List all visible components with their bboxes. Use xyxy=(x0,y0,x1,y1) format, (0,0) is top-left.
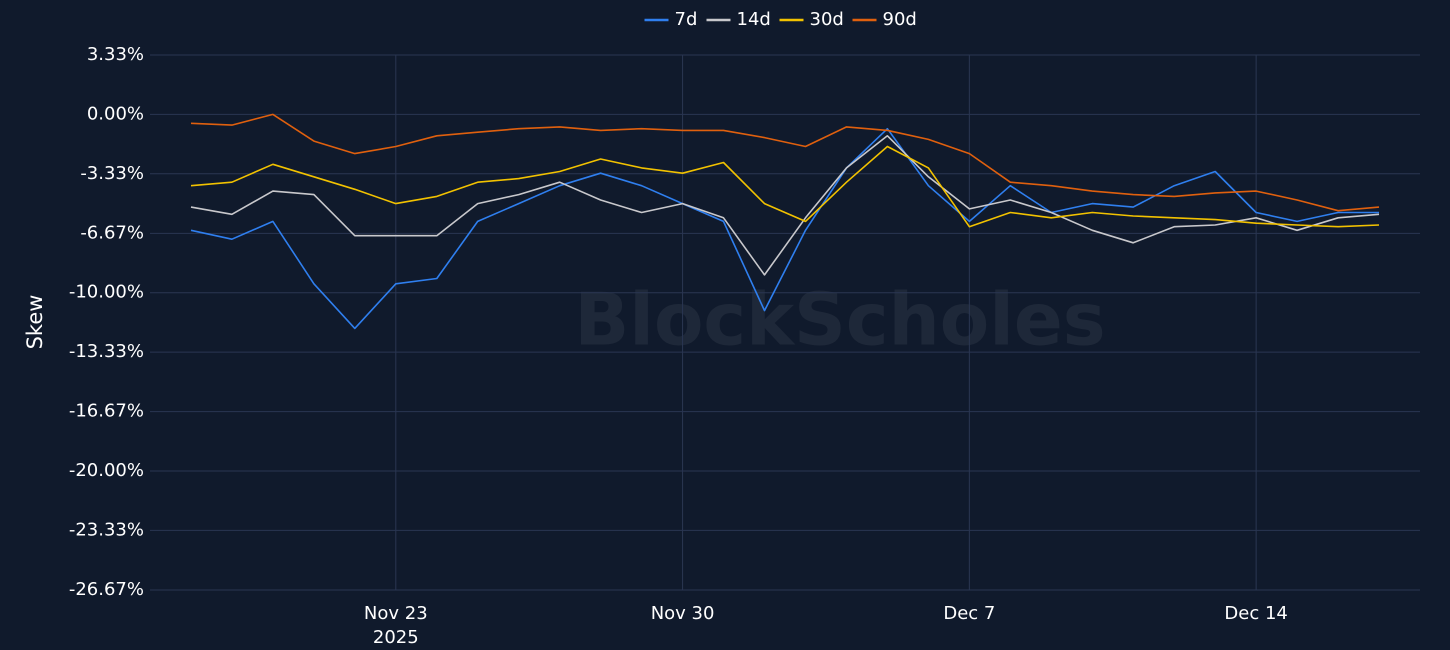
legend-label: 14d xyxy=(737,9,771,30)
y-tick-label: -6.67% xyxy=(80,222,144,243)
legend-label: 30d xyxy=(810,9,844,30)
legend-label: 90d xyxy=(883,9,917,30)
y-tick-label: -16.67% xyxy=(69,401,144,422)
y-tick-label: -10.00% xyxy=(69,282,144,303)
y-tick-label: -20.00% xyxy=(69,460,144,481)
lines xyxy=(190,113,1380,330)
grid: 3.33% 0.00% -3.33% -6.67% -10.00% -13.33% -16.… xyxy=(69,44,1420,648)
legend-label: 7d xyxy=(675,9,698,30)
x-tick-label: Nov 23 xyxy=(364,603,428,624)
x-tick-label: Dec 14 xyxy=(1224,603,1287,624)
x-year-label: 2025 xyxy=(373,627,419,648)
y-tick-label: 0.00% xyxy=(87,103,144,124)
y-tick-label: -23.33% xyxy=(69,519,144,540)
series-line xyxy=(190,145,1380,228)
series-line xyxy=(190,113,1380,212)
legend: 7d 14d 30d 90d xyxy=(644,9,917,30)
watermark: BlockScholes xyxy=(574,278,1105,362)
y-tick-label: -26.67% xyxy=(69,579,144,600)
y-tick-label: -13.33% xyxy=(69,341,144,362)
series-line xyxy=(190,135,1380,276)
y-tick-label: -3.33% xyxy=(80,163,144,184)
x-tick-label: Dec 7 xyxy=(943,603,995,624)
y-tick-label: 3.33% xyxy=(87,44,144,65)
x-tick-label: Nov 30 xyxy=(651,603,715,624)
y-axis-title: Skew xyxy=(23,295,47,350)
series-line xyxy=(190,127,1379,330)
